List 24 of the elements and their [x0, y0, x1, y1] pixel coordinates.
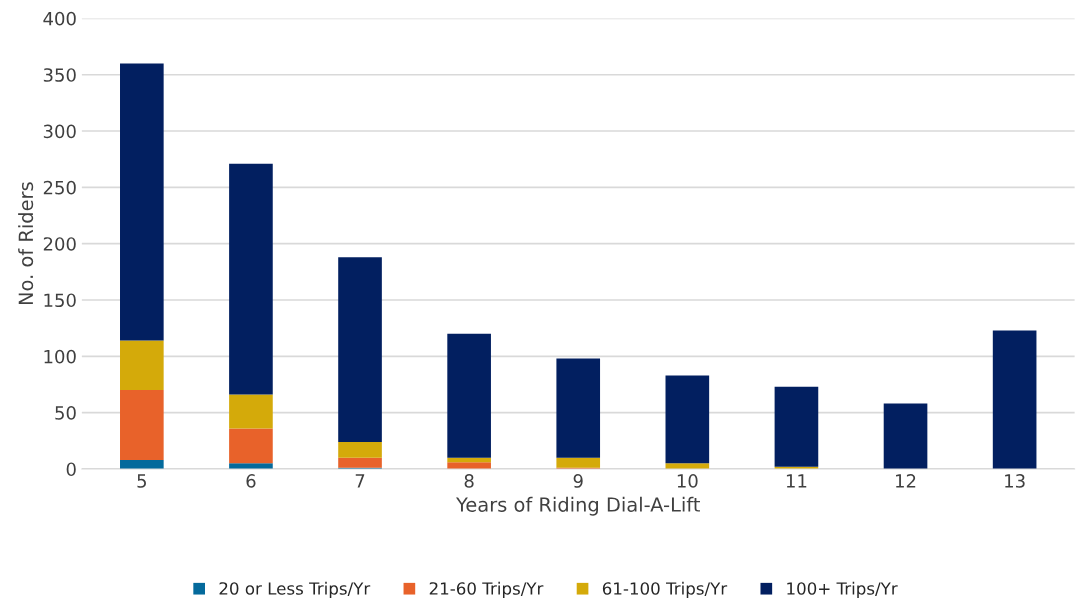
legend-label: 20 or Less Trips/Yr — [219, 581, 371, 598]
x-axis-title: Years of Riding Dial-A-Lift — [455, 496, 700, 516]
x-tick-label: 12 — [896, 474, 916, 488]
y-tick-label: 100 — [44, 349, 76, 364]
x-tick-label: 10 — [677, 474, 698, 488]
x-tick-label: 11 — [786, 474, 807, 488]
x-tick-label: 9 — [573, 474, 583, 488]
legend-label: 100+ Trips/Yr — [787, 581, 898, 598]
x-tick-label: 7 — [355, 474, 365, 488]
y-tick-label: 200 — [43, 237, 76, 251]
x-tick-label: 8 — [464, 474, 474, 488]
y-tick-label: 250 — [43, 180, 76, 195]
x-tick-label: 6 — [246, 474, 256, 488]
y-tick-label: 350 — [43, 68, 76, 82]
legend-label: 21-60 Trips/Yr — [429, 581, 544, 598]
y-tick-label: 300 — [43, 124, 76, 139]
y-axis-title: No. of Riders — [18, 182, 34, 305]
y-tick-label: 0 — [66, 462, 76, 477]
y-tick-label: 150 — [44, 293, 76, 308]
x-tick-label: 5 — [137, 474, 146, 488]
y-tick-label: 50 — [55, 406, 76, 420]
legend-label: 61-100 Trips/Yr — [602, 581, 728, 598]
y-tick-label: 400 — [43, 11, 76, 26]
x-tick-label: 13 — [1005, 474, 1025, 488]
